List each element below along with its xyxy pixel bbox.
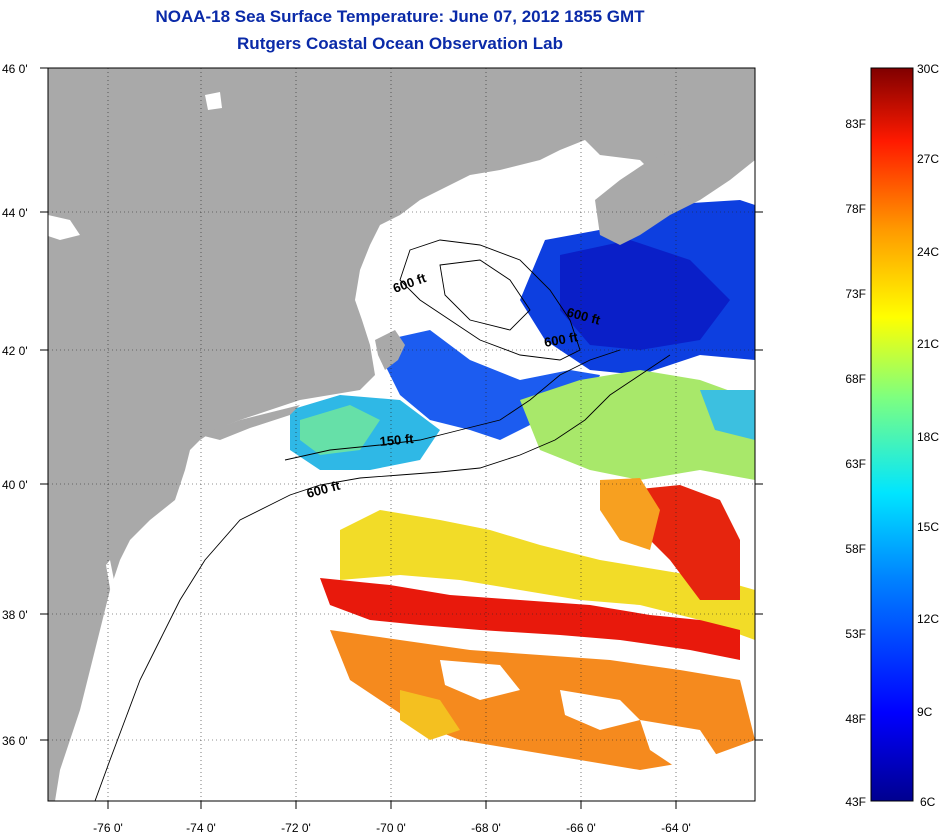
sst-cloud-gap-1: [440, 660, 520, 700]
contour-150ft: [284, 349, 621, 461]
color-scale-bar: [870, 67, 914, 802]
colorbar-fahrenheit-73: 73F: [845, 287, 866, 301]
colorbar-celsius-27: 27C: [917, 152, 939, 166]
contour-label-150ft: 150 ft: [379, 431, 415, 449]
lat-label-40: 40 0': [2, 478, 28, 492]
colorbar-celsius-30: 30C: [917, 62, 939, 76]
land-us-mainland: [48, 68, 755, 801]
inland-water: [48, 92, 222, 740]
sst-cold-core: [560, 240, 730, 350]
axis-ticks: [40, 67, 763, 809]
colorbar-fahrenheit-83: 83F: [845, 117, 866, 131]
colorbar-fahrenheit-48: 48F: [845, 712, 866, 726]
lat-label-44: 44 0': [2, 206, 28, 220]
lon-label-64: -64 0': [661, 821, 691, 835]
colorbar-celsius-6: 6C: [920, 795, 936, 809]
colorbar-celsius-24: 24C: [917, 245, 939, 259]
lon-label-68: -68 0': [471, 821, 501, 835]
contour-600ft-outer: [94, 354, 671, 801]
colorbar-fahrenheit-58: 58F: [845, 542, 866, 556]
colorbar-fahrenheit-78: 78F: [845, 202, 866, 216]
colorbar-celsius-18: 18C: [917, 430, 939, 444]
map-title: NOAA-18 Sea Surface Temperature: June 07…: [155, 7, 645, 26]
lon-label-72: -72 0': [281, 821, 311, 835]
colorbar-celsius-12: 12C: [917, 612, 939, 626]
contour-gulf-maine-inner: [439, 259, 531, 331]
map-frame: [47, 67, 756, 802]
sst-gulf-stream-core: [320, 578, 740, 660]
colorbar-fahrenheit-63: 63F: [845, 457, 866, 471]
lake-west: [48, 215, 80, 240]
sst-green-shelf: [300, 405, 380, 455]
colorbar-celsius-9: 9C: [917, 705, 933, 719]
land-mass: [48, 68, 755, 801]
lon-label-70: -70 0': [376, 821, 406, 835]
lake-ne: [205, 92, 222, 110]
lat-label-38: 38 0': [2, 608, 28, 622]
delaware-bay: [150, 545, 165, 585]
colorbar-fahrenheit-53: 53F: [845, 627, 866, 641]
sst-orange-ring: [600, 478, 660, 550]
land-cape-cod: [375, 330, 405, 370]
colorbar-celsius-21: 21C: [917, 337, 939, 351]
lon-label-76: -76 0': [93, 821, 123, 835]
color-scale-legend: 30C 27C 24C 21C 18C 15C 12C 9C 6C 83F 78…: [845, 62, 939, 809]
colorbar-celsius-15: 15C: [917, 520, 939, 534]
lat-label-36: 36 0': [2, 734, 28, 748]
colorbar-fahrenheit-68: 68F: [845, 372, 866, 386]
bathymetry-contours: [94, 239, 671, 801]
sst-overlay: [290, 200, 755, 770]
map-plot-area: 600 ft 600 ft 600 ft 150 ft 600 ft: [48, 68, 755, 801]
land-nova-scotia: [595, 130, 755, 245]
contour-label-600ft-basin: 600 ft: [543, 329, 580, 350]
map-subtitle: Rutgers Coastal Ocean Observation Lab: [237, 34, 563, 53]
sst-cloud-gap-2: [560, 690, 640, 730]
sst-cyan-east: [700, 390, 755, 440]
land-long-island: [200, 405, 300, 440]
lon-label-66: -66 0': [566, 821, 596, 835]
lat-label-42: 42 0': [2, 344, 28, 358]
lat-label-46: 46 0': [2, 62, 28, 76]
chesapeake-bay: [96, 560, 118, 740]
lon-label-74: -74 0': [186, 821, 216, 835]
sst-yellow-patch-sw: [400, 690, 460, 740]
colorbar-fahrenheit-43: 43F: [845, 795, 866, 809]
contour-gulf-maine: [399, 239, 581, 361]
sst-cloud-gap-3: [640, 720, 720, 770]
sst-green-band: [520, 370, 755, 480]
sst-yellow-belt: [340, 510, 755, 640]
